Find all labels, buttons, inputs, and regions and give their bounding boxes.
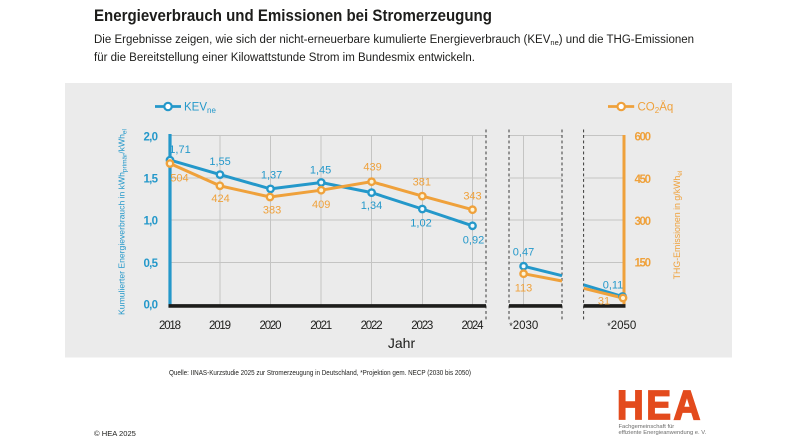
svg-text:*2030: *2030 bbox=[509, 320, 538, 332]
svg-text:2022: 2022 bbox=[361, 320, 383, 332]
svg-text:Jahr: Jahr bbox=[388, 335, 416, 351]
svg-text:381: 381 bbox=[413, 177, 431, 189]
svg-text:1,45: 1,45 bbox=[310, 165, 331, 177]
svg-text:THG-Emissionen in g/kWhel: THG-Emissionen in g/kWhel bbox=[672, 170, 684, 279]
svg-text:113: 113 bbox=[515, 282, 533, 294]
svg-text:1,0: 1,0 bbox=[144, 216, 159, 228]
svg-text:0,5: 0,5 bbox=[144, 258, 159, 270]
svg-text:0,47: 0,47 bbox=[513, 247, 534, 259]
svg-text:1,34: 1,34 bbox=[361, 200, 382, 212]
svg-text:439: 439 bbox=[363, 162, 381, 174]
svg-text:2023: 2023 bbox=[411, 320, 433, 332]
svg-text:2018: 2018 bbox=[159, 320, 181, 332]
svg-text:150: 150 bbox=[635, 258, 652, 270]
svg-text:2,0: 2,0 bbox=[144, 132, 159, 144]
svg-text:1,5: 1,5 bbox=[144, 173, 159, 185]
svg-text:1,55: 1,55 bbox=[209, 156, 230, 168]
svg-text:0,11: 0,11 bbox=[603, 280, 624, 292]
svg-text:Kumulierter Energieverbrauch i: Kumulierter Energieverbrauch in kWhprimä… bbox=[117, 129, 129, 315]
svg-text:450: 450 bbox=[635, 174, 652, 186]
svg-text:*2050: *2050 bbox=[607, 320, 636, 332]
svg-text:0,0: 0,0 bbox=[144, 300, 159, 312]
svg-text:0,92: 0,92 bbox=[463, 234, 484, 246]
svg-text:1,37: 1,37 bbox=[261, 170, 282, 182]
svg-text:2019: 2019 bbox=[209, 320, 231, 332]
svg-text:504: 504 bbox=[170, 173, 188, 185]
svg-text:1,71: 1,71 bbox=[169, 144, 190, 156]
svg-text:2020: 2020 bbox=[260, 320, 282, 332]
svg-text:300: 300 bbox=[635, 216, 652, 228]
svg-text:CO2Äq: CO2Äq bbox=[638, 102, 674, 116]
svg-text:31: 31 bbox=[598, 296, 610, 308]
svg-text:424: 424 bbox=[211, 193, 229, 205]
svg-text:600: 600 bbox=[635, 132, 652, 144]
svg-text:409: 409 bbox=[312, 199, 330, 211]
svg-text:343: 343 bbox=[463, 191, 481, 203]
svg-text:2024: 2024 bbox=[462, 320, 485, 332]
svg-text:383: 383 bbox=[263, 204, 281, 216]
svg-text:1,02: 1,02 bbox=[410, 218, 431, 230]
svg-text:2021: 2021 bbox=[310, 320, 332, 332]
